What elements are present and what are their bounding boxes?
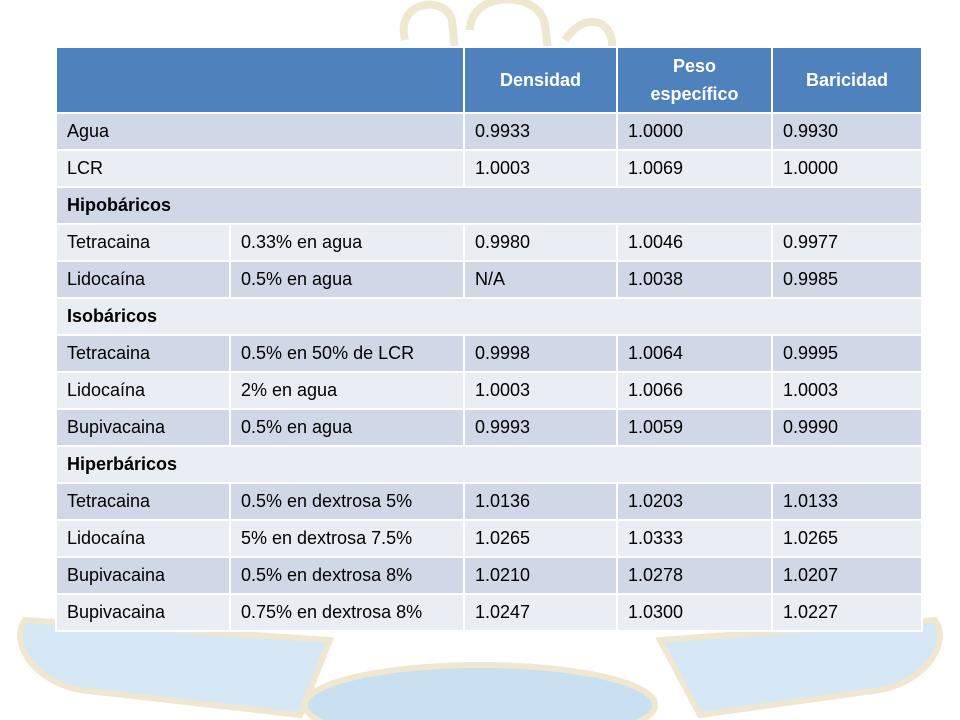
solution-cell: 0.5% en dextrosa 5% — [229, 482, 465, 521]
baricidad-cell: 0.9930 — [771, 112, 923, 151]
baricidad-cell: 1.0003 — [771, 371, 923, 410]
table-header-row: Densidad Peso específico Baricidad — [55, 46, 923, 114]
section-row: Hipobáricos — [55, 186, 923, 225]
left-wing-shape — [17, 616, 335, 719]
row-name-cell: LCR — [55, 149, 465, 188]
baricidad-cell: 0.9977 — [771, 223, 923, 262]
baricidad-cell: 0.9995 — [771, 334, 923, 373]
peso-especifico-cell: 1.0300 — [616, 593, 773, 632]
solution-cell: 2% en agua — [229, 371, 465, 410]
peso-especifico-cell: 1.0278 — [616, 556, 773, 595]
density-table: Densidad Peso específico Baricidad Agua 0… — [55, 46, 923, 632]
section-label: Hiperbáricos — [55, 445, 923, 484]
baricidad-cell: 0.9990 — [771, 408, 923, 447]
right-finger-shape — [466, 0, 552, 51]
peso-especifico-cell: 1.0038 — [616, 260, 773, 299]
table-row: LCR 1.0003 1.0069 1.0000 — [55, 149, 923, 188]
header-empty-cell — [55, 46, 465, 114]
drug-name-cell: Lidocaína — [55, 519, 231, 558]
bowl-illustration — [17, 616, 943, 720]
densidad-cell: 1.0003 — [463, 371, 618, 410]
solution-cell: 5% en dextrosa 7.5% — [229, 519, 465, 558]
densidad-cell: 0.9993 — [463, 408, 618, 447]
baricidad-cell: 1.0133 — [771, 482, 923, 521]
densidad-cell: 0.9980 — [463, 223, 618, 262]
peso-especifico-cell: 1.0046 — [616, 223, 773, 262]
densidad-cell: 1.0136 — [463, 482, 618, 521]
table-row: Lidocaína 0.5% en agua N/A 1.0038 0.9985 — [55, 260, 923, 299]
solution-cell: 0.5% en agua — [229, 260, 465, 299]
hands-illustration — [399, 0, 617, 51]
drug-name-cell: Tetracaina — [55, 223, 231, 262]
densidad-cell: N/A — [463, 260, 618, 299]
table-body: Agua 0.9933 1.0000 0.9930 LCR 1.0003 1.0069 1.0… — [55, 112, 923, 632]
table-row: Lidocaína 2% en agua 1.0003 1.0066 1.0003 — [55, 371, 923, 410]
solution-cell: 0.75% en dextrosa 8% — [229, 593, 465, 632]
header-baricidad: Baricidad — [771, 46, 923, 114]
drug-name-cell: Bupivacaina — [55, 408, 231, 447]
section-row: Hiperbáricos — [55, 445, 923, 484]
drug-name-cell: Bupivacaina — [55, 556, 231, 595]
densidad-cell: 1.0210 — [463, 556, 618, 595]
header-densidad: Densidad — [463, 46, 618, 114]
table-row: Agua 0.9933 1.0000 0.9930 — [55, 112, 923, 151]
header-peso-especifico: Peso específico — [616, 46, 773, 114]
baricidad-cell: 1.0207 — [771, 556, 923, 595]
peso-especifico-cell: 1.0203 — [616, 482, 773, 521]
peso-especifico-cell: 1.0059 — [616, 408, 773, 447]
row-name-cell: Agua — [55, 112, 465, 151]
table-row: Tetracaina 0.33% en agua 0.9980 1.0046 0.997… — [55, 223, 923, 262]
drug-name-cell: Lidocaína — [55, 260, 231, 299]
solution-cell: 0.5% en 50% de LCR — [229, 334, 465, 373]
table-row: Bupivacaina 0.5% en agua 0.9993 1.0059 0.999… — [55, 408, 923, 447]
peso-especifico-cell: 1.0069 — [616, 149, 773, 188]
baricidad-cell: 1.0000 — [771, 149, 923, 188]
right-wing-shape — [655, 616, 943, 719]
table-row: Bupivacaina 0.75% en dextrosa 8% 1.0247 1.0… — [55, 593, 923, 632]
table-row: Lidocaína 5% en dextrosa 7.5% 1.0265 1.0333… — [55, 519, 923, 558]
drug-name-cell: Bupivacaina — [55, 593, 231, 632]
solution-cell: 0.5% en dextrosa 8% — [229, 556, 465, 595]
densidad-cell: 1.0265 — [463, 519, 618, 558]
densidad-cell: 1.0003 — [463, 149, 618, 188]
section-label: Isobáricos — [55, 297, 923, 336]
baricidad-cell: 1.0227 — [771, 593, 923, 632]
solution-cell: 0.33% en agua — [229, 223, 465, 262]
peso-especifico-cell: 1.0333 — [616, 519, 773, 558]
drug-name-cell: Lidocaína — [55, 371, 231, 410]
densidad-cell: 0.9933 — [463, 112, 618, 151]
drug-name-cell: Tetracaina — [55, 334, 231, 373]
baricidad-cell: 0.9985 — [771, 260, 923, 299]
table-row: Tetracaina 0.5% en 50% de LCR 0.9998 1.0064… — [55, 334, 923, 373]
table-row: Bupivacaina 0.5% en dextrosa 8% 1.0210 1.02… — [55, 556, 923, 595]
baricidad-cell: 1.0265 — [771, 519, 923, 558]
peso-especifico-cell: 1.0064 — [616, 334, 773, 373]
peso-especifico-cell: 1.0066 — [616, 371, 773, 410]
peso-especifico-cell: 1.0000 — [616, 112, 773, 151]
bowl-base-shape — [302, 662, 658, 720]
drug-name-cell: Tetracaina — [55, 482, 231, 521]
section-row: Isobáricos — [55, 297, 923, 336]
densidad-cell: 1.0247 — [463, 593, 618, 632]
right-finger-shape-2 — [561, 17, 617, 51]
solution-cell: 0.5% en agua — [229, 408, 465, 447]
table-row: Tetracaina 0.5% en dextrosa 5% 1.0136 1.020… — [55, 482, 923, 521]
densidad-cell: 0.9998 — [463, 334, 618, 373]
left-finger-shape — [399, 0, 459, 51]
section-label: Hipobáricos — [55, 186, 923, 225]
